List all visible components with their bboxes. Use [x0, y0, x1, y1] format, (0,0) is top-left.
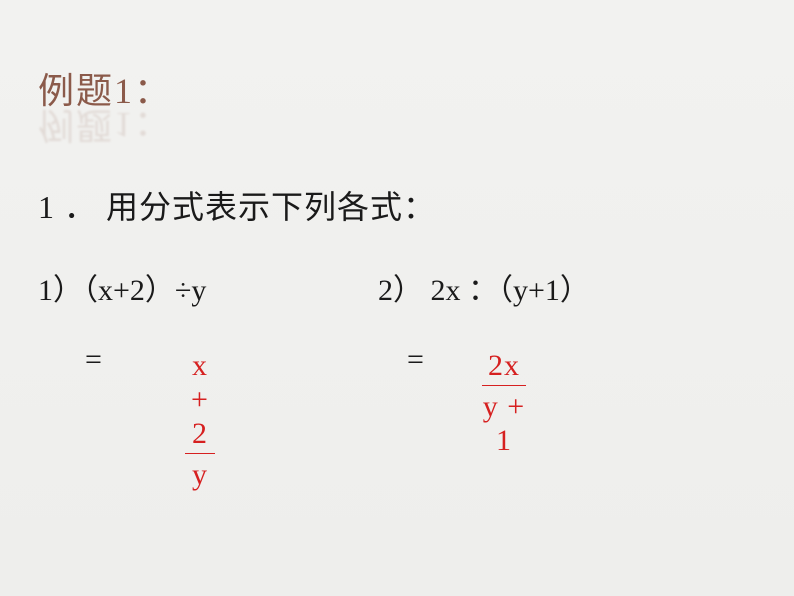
- fraction-1-numerator: x + 2: [185, 349, 215, 454]
- equals-sign-1: =: [85, 343, 102, 377]
- fraction-2: 2x y + 1: [482, 349, 526, 458]
- fraction-1: x + 2 y: [185, 349, 215, 492]
- problem-2: 2） 2x ：（y+1）: [378, 265, 590, 309]
- fraction-1-denominator: y: [185, 454, 215, 492]
- problem-row: 1）（x+2）÷y 2） 2x ：（y+1）: [38, 265, 590, 309]
- answer-row: = x + 2 y = 2x y + 1: [85, 343, 102, 377]
- problem-1: 1）（x+2）÷y: [38, 265, 378, 309]
- fraction-2-numerator: 2x: [482, 349, 526, 386]
- equals-sign-2: =: [407, 343, 424, 377]
- fraction-2-denominator: y + 1: [482, 386, 526, 458]
- instruction-text: 1 ． 用分式表示下列各式：: [38, 182, 436, 228]
- example-title-reflection: 例题1：: [38, 102, 172, 154]
